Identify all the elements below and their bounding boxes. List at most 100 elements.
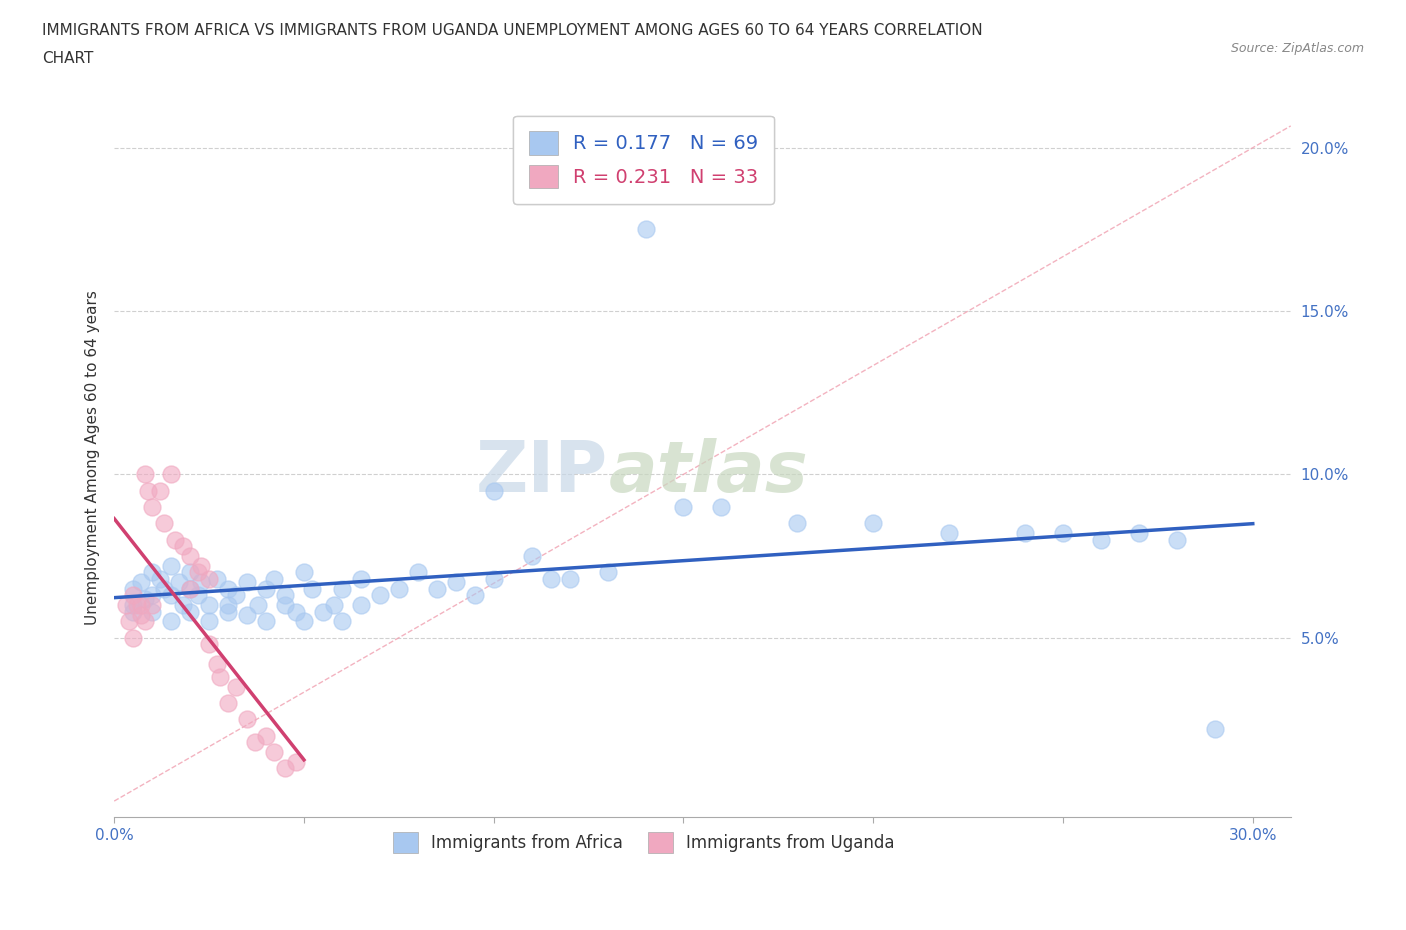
Point xyxy=(141,588,163,603)
Point xyxy=(1204,722,1226,737)
Point xyxy=(236,712,259,727)
Point xyxy=(172,598,194,613)
Point xyxy=(254,614,277,629)
Point xyxy=(710,499,733,514)
Point xyxy=(129,575,152,590)
Point xyxy=(149,572,172,587)
Point xyxy=(205,572,228,587)
Point xyxy=(141,598,163,613)
Point xyxy=(209,670,232,684)
Point xyxy=(938,525,960,540)
Point xyxy=(217,581,239,596)
Point xyxy=(862,516,884,531)
Point xyxy=(125,598,148,613)
Point xyxy=(217,696,239,711)
Point xyxy=(323,598,346,613)
Point xyxy=(152,581,174,596)
Point xyxy=(1090,532,1112,547)
Point xyxy=(172,538,194,553)
Point xyxy=(152,516,174,531)
Point xyxy=(285,604,308,619)
Point xyxy=(163,532,186,547)
Text: IMMIGRANTS FROM AFRICA VS IMMIGRANTS FROM UGANDA UNEMPLOYMENT AMONG AGES 60 TO 6: IMMIGRANTS FROM AFRICA VS IMMIGRANTS FRO… xyxy=(42,23,983,38)
Point xyxy=(179,549,201,564)
Point xyxy=(482,484,505,498)
Point xyxy=(141,499,163,514)
Point xyxy=(350,598,373,613)
Point xyxy=(285,754,308,769)
Point xyxy=(236,575,259,590)
Point xyxy=(292,565,315,579)
Point xyxy=(187,588,209,603)
Point xyxy=(406,565,429,579)
Y-axis label: Unemployment Among Ages 60 to 64 years: Unemployment Among Ages 60 to 64 years xyxy=(86,290,100,626)
Point xyxy=(122,631,145,645)
Point xyxy=(198,637,221,652)
Point xyxy=(141,565,163,579)
Point xyxy=(312,604,335,619)
Point xyxy=(1014,525,1036,540)
Point xyxy=(444,575,467,590)
Point xyxy=(1166,532,1188,547)
Point xyxy=(388,581,411,596)
Point xyxy=(350,572,373,587)
Point xyxy=(301,581,323,596)
Point xyxy=(138,484,160,498)
Point xyxy=(482,572,505,587)
Point xyxy=(179,565,201,579)
Point xyxy=(190,558,212,573)
Point xyxy=(254,581,277,596)
Point xyxy=(254,728,277,743)
Text: CHART: CHART xyxy=(42,51,94,66)
Point xyxy=(225,679,247,694)
Point xyxy=(540,572,562,587)
Point xyxy=(292,614,315,629)
Point xyxy=(205,657,228,671)
Point xyxy=(160,467,183,482)
Point xyxy=(122,598,145,613)
Point xyxy=(134,614,156,629)
Point xyxy=(330,581,353,596)
Point xyxy=(217,604,239,619)
Point xyxy=(243,735,266,750)
Point xyxy=(368,588,391,603)
Point xyxy=(558,572,581,587)
Point xyxy=(134,467,156,482)
Text: ZIP: ZIP xyxy=(477,438,609,507)
Point xyxy=(330,614,353,629)
Point xyxy=(217,598,239,613)
Point xyxy=(129,607,152,622)
Point xyxy=(198,614,221,629)
Point xyxy=(596,565,619,579)
Point xyxy=(634,222,657,237)
Text: atlas: atlas xyxy=(609,438,808,507)
Point xyxy=(198,598,221,613)
Point xyxy=(149,484,172,498)
Point xyxy=(141,604,163,619)
Point xyxy=(225,588,247,603)
Point xyxy=(520,549,543,564)
Point xyxy=(114,598,136,613)
Point xyxy=(274,598,297,613)
Point xyxy=(118,614,141,629)
Point xyxy=(426,581,449,596)
Point xyxy=(1128,525,1150,540)
Point xyxy=(274,761,297,776)
Point xyxy=(129,598,152,613)
Legend: Immigrants from Africa, Immigrants from Uganda: Immigrants from Africa, Immigrants from … xyxy=(385,826,901,859)
Text: Source: ZipAtlas.com: Source: ZipAtlas.com xyxy=(1230,42,1364,55)
Point xyxy=(1052,525,1074,540)
Point xyxy=(263,745,285,760)
Point xyxy=(122,588,145,603)
Point xyxy=(160,614,183,629)
Point xyxy=(179,581,201,596)
Point xyxy=(187,565,209,579)
Point xyxy=(786,516,808,531)
Point xyxy=(263,572,285,587)
Point xyxy=(134,591,156,606)
Point xyxy=(167,575,190,590)
Point xyxy=(464,588,486,603)
Point xyxy=(160,558,183,573)
Point xyxy=(672,499,695,514)
Point xyxy=(247,598,270,613)
